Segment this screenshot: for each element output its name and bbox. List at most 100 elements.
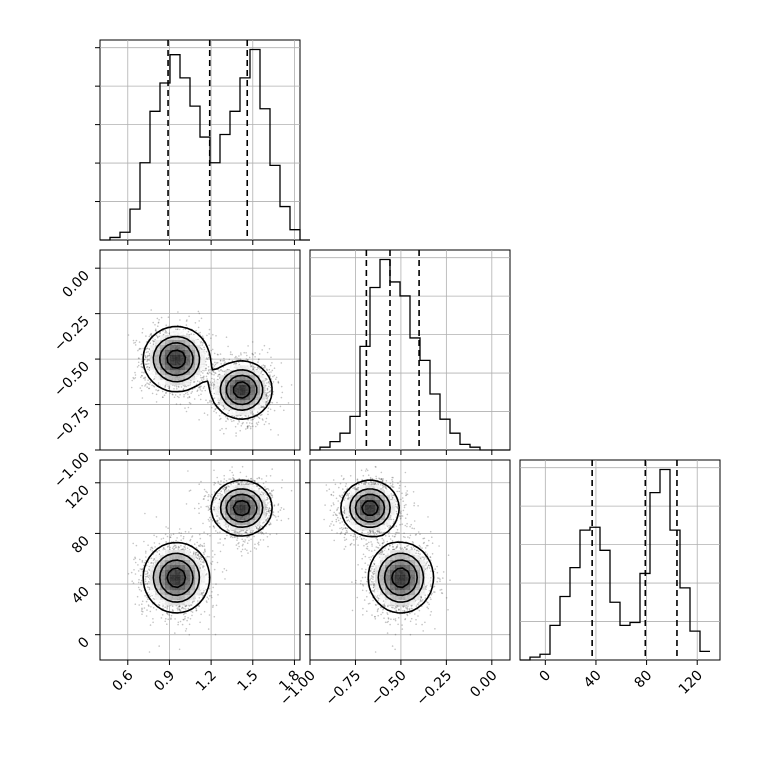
sample-point (213, 365, 216, 367)
density-cell (160, 335, 166, 341)
sample-point (171, 609, 174, 611)
sample-point (237, 415, 239, 417)
sample-point (217, 401, 220, 404)
sample-point (147, 358, 149, 361)
sample-point (261, 405, 264, 408)
sample-point (148, 605, 150, 607)
sample-point (208, 371, 211, 374)
density-cell (260, 395, 266, 401)
sample-point (202, 372, 204, 374)
sample-point (148, 335, 151, 338)
sample-point (240, 358, 242, 361)
sample-point (266, 401, 268, 404)
sample-point (201, 376, 204, 379)
sample-point (141, 366, 144, 369)
sample-point (261, 418, 264, 420)
sample-point (166, 605, 168, 607)
sample-point (269, 391, 271, 393)
sample-point (266, 398, 268, 400)
sample-point (179, 608, 181, 611)
sample-point (260, 370, 263, 373)
sample-point (199, 389, 202, 391)
sample-point (132, 582, 135, 584)
sample-point (150, 562, 152, 564)
sample-point (141, 360, 143, 363)
sample-point (201, 344, 204, 346)
sample-point (174, 394, 177, 396)
sample-point (147, 571, 149, 574)
sample-point (222, 405, 225, 408)
sample-point (190, 333, 193, 335)
density-cell (260, 380, 266, 386)
density-cell (200, 365, 206, 371)
sample-point (271, 401, 274, 404)
sample-point (185, 385, 188, 388)
sample-point (140, 365, 143, 368)
density-cell (235, 370, 241, 376)
sample-point (145, 341, 148, 343)
sample-point (144, 576, 147, 578)
sample-point (215, 604, 218, 607)
density-cell (200, 360, 206, 366)
sample-point (263, 423, 266, 426)
sample-point (200, 317, 203, 320)
sample-point (212, 402, 214, 405)
sample-point (199, 543, 202, 546)
sample-point (252, 353, 255, 356)
sample-point (153, 385, 156, 388)
sample-point (256, 366, 259, 369)
sample-point (181, 606, 184, 609)
sample-point (183, 545, 185, 548)
sample-point (152, 618, 154, 620)
sample-point (202, 565, 204, 567)
density-cell (150, 365, 156, 371)
sample-point (206, 372, 209, 374)
sample-point (202, 551, 205, 554)
sample-point (212, 556, 214, 558)
sample-point (166, 546, 169, 548)
sample-point (212, 333, 214, 336)
sample-point (251, 353, 254, 355)
sample-point (141, 397, 144, 399)
sample-point (249, 362, 251, 365)
sample-point (165, 526, 167, 528)
sample-point (157, 321, 160, 324)
density-cell (220, 400, 226, 406)
sample-point (219, 353, 222, 355)
sample-point (163, 394, 166, 397)
sample-point (206, 334, 208, 337)
sample-point (184, 605, 187, 607)
sample-point (255, 425, 257, 428)
sample-point (260, 372, 262, 374)
density-cell (250, 375, 256, 381)
sample-point (208, 587, 211, 590)
sample-point (194, 322, 197, 324)
sample-point (252, 425, 254, 428)
sample-point (208, 556, 210, 558)
sample-point (210, 384, 213, 387)
sample-point (144, 379, 146, 381)
density-cell (225, 370, 231, 376)
sample-point (215, 362, 218, 364)
density-cell (250, 395, 256, 401)
sample-point (201, 342, 204, 344)
sample-point (162, 547, 165, 549)
density-cell (200, 350, 206, 356)
sample-point (152, 340, 155, 343)
sample-point (145, 356, 147, 359)
sample-point (205, 357, 208, 359)
sample-point (158, 605, 160, 607)
sample-point (148, 574, 150, 577)
sample-point (258, 417, 261, 420)
sample-point (182, 613, 185, 616)
density-cell (235, 390, 241, 396)
sample-point (158, 335, 161, 338)
sample-point (266, 369, 269, 372)
sample-point (263, 344, 266, 347)
sample-point (269, 408, 272, 411)
sample-point (164, 533, 167, 536)
sample-point (175, 403, 178, 405)
histogram-step (310, 258, 510, 451)
sample-point (144, 354, 147, 357)
sample-point (280, 385, 283, 388)
